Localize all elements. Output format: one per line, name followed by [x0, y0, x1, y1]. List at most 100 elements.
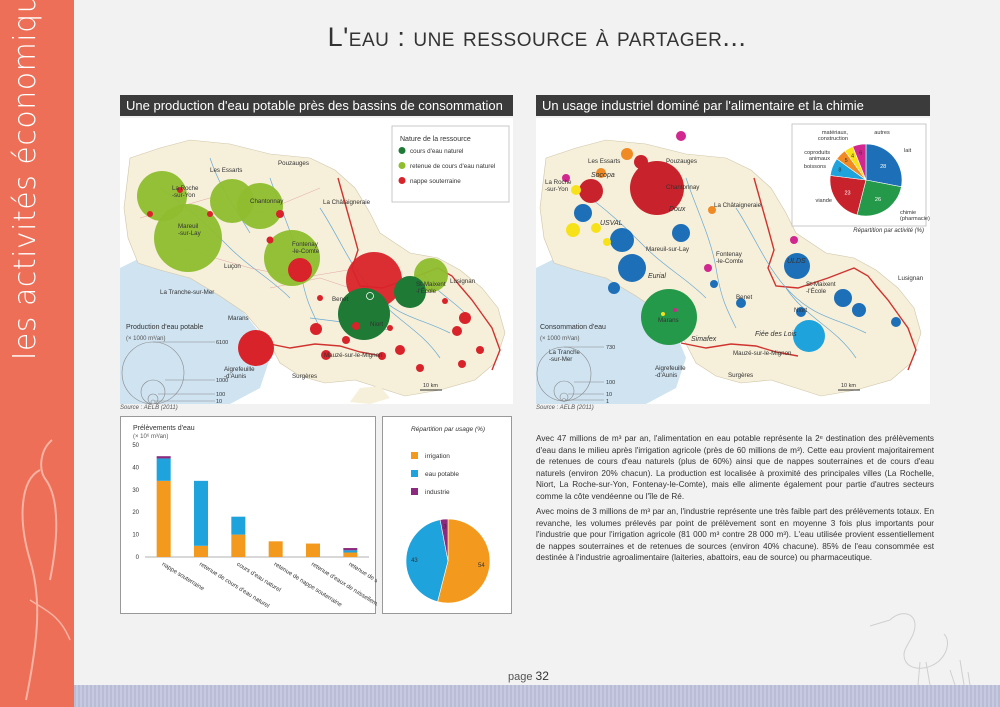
map-circle: [641, 289, 697, 345]
map-circle: [630, 161, 684, 215]
bottom-bar: [74, 685, 1000, 707]
map-circle: [452, 326, 462, 336]
left-legend-title: Nature de la ressource: [400, 136, 471, 143]
pie-chart-title: Répartition par usage (%): [411, 426, 485, 433]
town-label: Surgères: [728, 372, 753, 379]
x-tick-label: retenue de nappe souterraine: [273, 562, 344, 609]
right-scale: 10 km: [841, 383, 856, 389]
legend-item-label: retenue de cours d'eau naturel: [410, 163, 495, 170]
town-label: La Châtaigneraie: [323, 199, 371, 206]
town-label: Chantonnay: [250, 198, 284, 205]
map-circle: [736, 298, 746, 308]
legend-swatch: [398, 177, 406, 184]
town-label: Aigrefeuille -d'Aunis: [224, 366, 255, 380]
pie-slice: [852, 143, 867, 181]
town-label: La Tranche-sur-Mer: [160, 289, 214, 296]
size-legend-value: 730: [606, 345, 615, 351]
bar-chart-title: Prélèvements d'eau: [133, 425, 195, 432]
legend-item-label: eau potable: [425, 471, 459, 478]
town-label: La Roche -sur-Yon: [545, 179, 572, 193]
map-circle: [338, 288, 390, 340]
map-circle: [288, 258, 312, 282]
bar-chart-panel: Prélèvements d'eau (× 10⁶ m³/an) 0 10 20 30…: [120, 416, 392, 614]
map-circle: [834, 289, 852, 307]
pie-category-label: matériaux, construction: [818, 130, 849, 142]
map-circle: [458, 360, 466, 368]
company-label: Fiée des Lois: [755, 331, 797, 338]
legend-item-label: nappe souterraine: [410, 178, 461, 185]
left-map-svg: Nature de la ressource cours d'eau natur…: [120, 118, 513, 404]
town-label: Marans: [658, 317, 679, 324]
town-label: Surgères: [292, 373, 317, 380]
legend-item-label: cours d'eau naturel: [410, 148, 463, 155]
map-circle: [238, 330, 274, 366]
right-section-header: Un usage industriel dominé par l'aliment…: [536, 95, 930, 116]
map-circle: [566, 223, 580, 237]
town-label: Les Essarts: [210, 167, 242, 174]
map-circle: [661, 312, 665, 316]
map-circle: [394, 276, 426, 308]
town-label: Chantonnay: [666, 184, 700, 191]
bar-segment: [194, 480, 208, 546]
left-map-source: Source : AELB (2011): [120, 405, 178, 411]
map-circle: [147, 211, 153, 217]
right-size-legend-unit: (× 1000 m³/an): [540, 336, 580, 342]
pie-value-label: 6: [859, 150, 862, 156]
right-size-legend-title: Consommation d'eau: [540, 324, 606, 331]
map-circle: [476, 346, 484, 354]
right-pie-caption: Répartition par activité (%): [853, 228, 924, 234]
map-circle: [266, 236, 274, 244]
pie-slice: [437, 518, 491, 604]
map-circle: [784, 253, 810, 279]
y-tick-label: 40: [132, 465, 139, 471]
pie-value-label: 8: [838, 168, 841, 174]
pie-category-label: chimie (pharmacie): [900, 210, 930, 222]
pie-value-label: 43: [411, 558, 418, 564]
sidebar-label: les activités économiques: [8, 0, 43, 360]
town-label: Luçon: [224, 263, 241, 270]
right-pie-chart: [829, 143, 903, 217]
town-label: Niort: [370, 321, 383, 328]
right-map-svg: 28 26 23 854 6 lait chimie (pharmacie) viande boi…: [536, 118, 930, 404]
town-label: Mauzé-sur-le-Mignon: [324, 352, 383, 359]
town-label: Niort: [794, 307, 807, 314]
pie-value-label: 26: [875, 197, 881, 203]
left-map: Nature de la ressource cours d'eau natur…: [120, 118, 513, 404]
paragraph-1: Avec 47 millions de m³ par an, l'aliment…: [536, 434, 934, 501]
town-label: Benet: [736, 294, 752, 301]
sidebar: les activités économiques: [0, 0, 74, 707]
paragraph-2: Avec moins de 3 millions de m³ par an, l…: [536, 507, 934, 562]
x-tick-label: retenue d'eaux de ruissellement: [310, 562, 377, 612]
left-size-legend-title: Production d'eau potable: [126, 324, 203, 331]
town-label: Fontenay -le-Comte: [716, 251, 744, 265]
left-scale: 10 km: [423, 383, 438, 389]
pie-slice: [439, 518, 449, 562]
size-legend-value: 100: [606, 380, 615, 386]
town-label: Fontenay -le-Comte: [292, 241, 320, 255]
pie-value-label: 4: [851, 153, 854, 159]
map-circle: [210, 179, 254, 223]
pie-value-label: 54: [478, 563, 485, 569]
town-label: Benet: [332, 296, 348, 303]
map-circle: [342, 336, 350, 344]
size-legend-value: 1000: [216, 378, 228, 384]
map-circle: [366, 292, 374, 300]
map-circle: [321, 350, 331, 360]
town-label: Pouzauges: [666, 158, 697, 165]
company-label: USVAL: [600, 220, 623, 227]
pie-category-label: autres: [874, 130, 890, 136]
map-circle: [672, 224, 690, 242]
bar-chart: Prélèvements d'eau (× 10⁶ m³/an) 0 10 20 30…: [132, 425, 392, 612]
map-circle: [276, 210, 284, 218]
town-label: St-Maixent -l'École: [416, 281, 446, 295]
map-circle: [608, 282, 620, 294]
y-tick-label: 10: [132, 533, 139, 539]
company-label: Simafex: [691, 336, 717, 343]
heron-drawing-icon: [869, 613, 971, 685]
bar-segment: [306, 543, 320, 557]
size-legend-value: 100: [216, 392, 225, 398]
map-circle: [673, 308, 677, 312]
town-label: Marans: [228, 315, 249, 322]
left-town-labels: Pouzauges Les Essarts La Roche -sur-Yon Chan…: [160, 160, 476, 380]
town-label: Lusignan: [450, 278, 476, 285]
